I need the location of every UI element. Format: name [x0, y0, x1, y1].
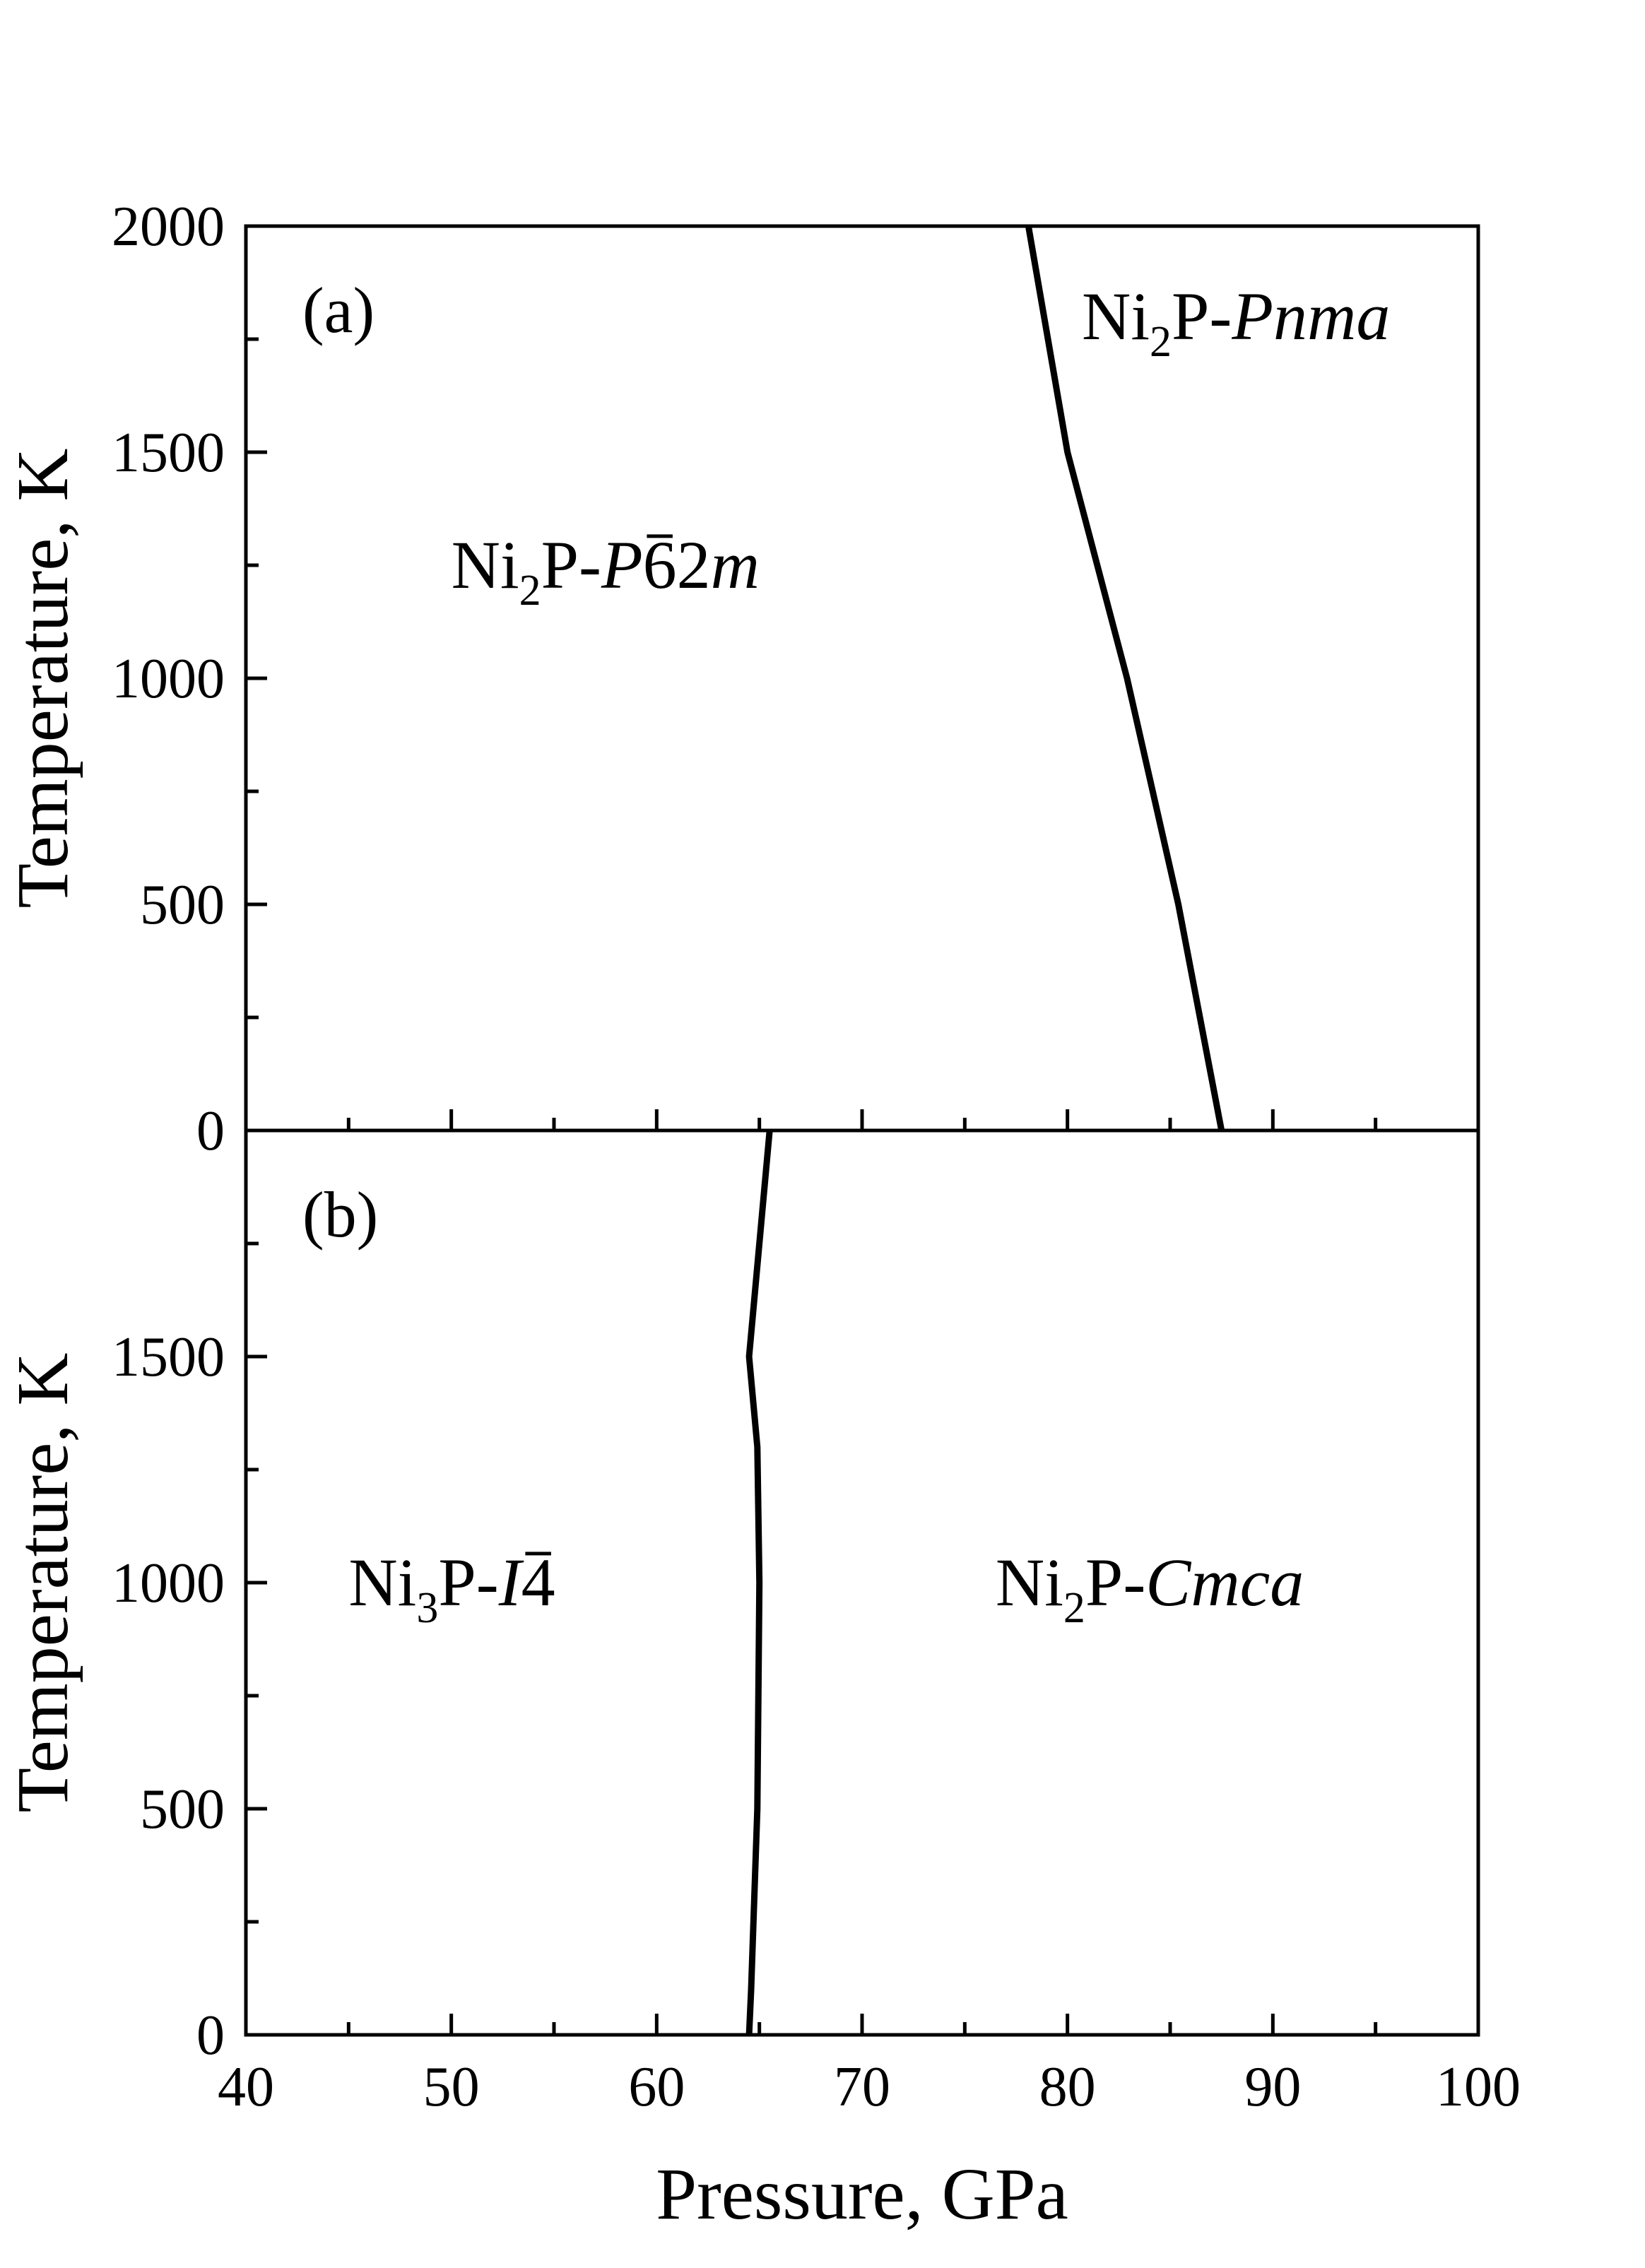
- phase-label-subscript: 2: [1063, 1584, 1085, 1632]
- panel-b: 0 500 1000 1500 40 50 60 70 80 90 100 (b) Temperat…: [2, 1128, 1521, 2235]
- panel-a-label: (a): [302, 274, 375, 346]
- panel-b-ticks: [246, 1241, 1378, 2035]
- x-tick-label: 50: [423, 2056, 480, 2118]
- y-tick-label: 500: [140, 1778, 225, 1841]
- phase-label-subscript: 2: [1150, 318, 1172, 366]
- phase-label-overbar-digit: 6: [643, 527, 677, 603]
- panel-b-frame: [244, 1128, 1480, 2037]
- phase-label-italic: Cmca: [1145, 1545, 1304, 1620]
- x-tick-label: 100: [1436, 2056, 1521, 2118]
- x-tick-label: 80: [1039, 2056, 1096, 2118]
- y-tick-label: 1000: [112, 648, 225, 710]
- phase-label-tail: 2: [677, 527, 711, 603]
- phase-label-overbar-digit: 4: [521, 1545, 555, 1620]
- panel-a-ticks: [246, 337, 1378, 1130]
- phase-label-italic: P: [601, 527, 643, 603]
- phase-label-subscript: 2: [519, 567, 541, 615]
- phase-label-base: Ni: [996, 1545, 1063, 1620]
- panel-b-y-axis-title: Temperature, K: [2, 1352, 83, 1812]
- phase-label-tail-italic: m: [711, 527, 760, 603]
- phase-label-italic: Pnma: [1231, 278, 1390, 354]
- panel-b-tick-labels: 0 500 1000 1500 40 50 60 70 80 90 100: [112, 1326, 1521, 2118]
- x-tick-label: 90: [1244, 2056, 1301, 2118]
- phase-label-base: Ni: [1082, 278, 1150, 354]
- y-tick-label: 1500: [112, 422, 225, 484]
- phase-label-mid: P-: [1172, 278, 1232, 354]
- phase-label-base: Ni: [452, 527, 519, 603]
- phase-label-mid: P-: [438, 1545, 498, 1620]
- phase-label-italic: I: [498, 1545, 524, 1620]
- panel-a-tick-labels: 0 500 1000 1500 2000: [112, 196, 225, 1162]
- x-axis-title: Pressure, GPa: [656, 2154, 1068, 2235]
- x-tick-label: 70: [834, 2056, 890, 2118]
- y-tick-label: 1000: [112, 1552, 225, 1614]
- x-tick-label: 40: [218, 2056, 274, 2118]
- y-tick-label: 0: [196, 2004, 225, 2067]
- y-tick-label: 1500: [112, 1326, 225, 1388]
- x-tick-label: 60: [628, 2056, 685, 2118]
- phase-label-subscript: 3: [416, 1584, 438, 1632]
- y-tick-label: 2000: [112, 196, 225, 258]
- panel-b-phase-boundary: [745, 1130, 773, 2036]
- panel-b-label: (b): [302, 1179, 378, 1251]
- phase-label-ni2p-pnma: Ni2P-Pnma: [1082, 278, 1390, 366]
- phase-label-ni3p-i4: Ni3P-I4: [348, 1545, 555, 1632]
- phase-label-mid: P-: [541, 527, 601, 603]
- panel-a-phase-boundary: [1025, 225, 1225, 1131]
- phase-label-ni2p-p62m: Ni2P-P62m: [452, 527, 760, 615]
- phase-label-ni2p-cmca: Ni2P-Cmca: [996, 1545, 1304, 1632]
- phase-label-mid: P-: [1085, 1545, 1145, 1620]
- phase-label-base: Ni: [348, 1545, 416, 1620]
- y-tick-label: 500: [140, 874, 225, 936]
- y-tick-label: 0: [196, 1100, 225, 1162]
- panel-a-y-axis-title: Temperature, K: [2, 448, 83, 908]
